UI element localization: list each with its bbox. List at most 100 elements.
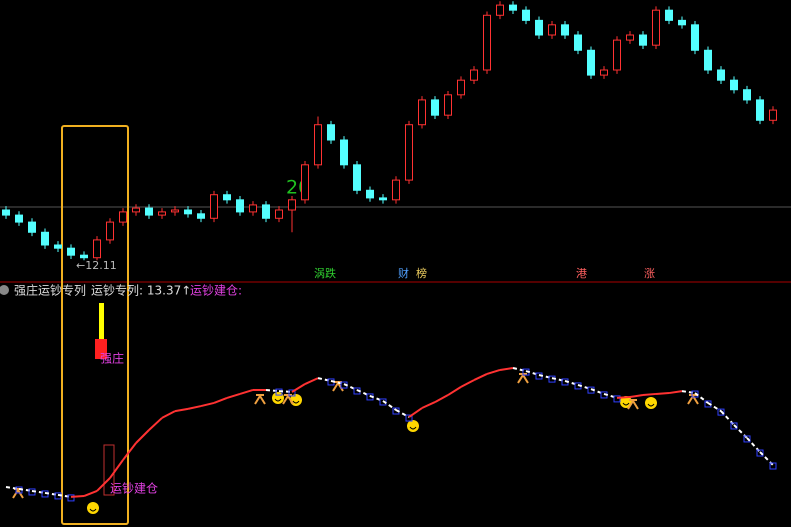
candle-body	[366, 189, 374, 199]
indicator-segment	[226, 392, 241, 399]
legend-item: 运钞专列: 13.37↑	[91, 283, 191, 298]
smiley-icon	[87, 502, 99, 514]
candle-body	[327, 124, 335, 141]
candle-body	[54, 244, 62, 249]
smiley-icon	[645, 397, 657, 409]
candle-body	[431, 99, 439, 116]
candle-body	[470, 69, 478, 81]
candle-body	[132, 207, 140, 213]
indicator-segment	[135, 429, 150, 444]
step-box	[730, 422, 738, 430]
indicator-segment	[343, 383, 358, 391]
candle-body	[535, 19, 543, 36]
candle-body	[249, 204, 257, 213]
candle-body	[314, 124, 322, 166]
candle-body	[522, 9, 530, 21]
indicator-segment	[31, 489, 46, 494]
indicator-segment	[330, 379, 345, 386]
candle-body	[288, 199, 296, 211]
smiley-icon	[407, 420, 419, 432]
candle-body	[210, 194, 218, 219]
candle-body	[587, 49, 595, 76]
indicator-segment	[434, 394, 449, 403]
annotation: 运钞建仓	[110, 481, 158, 496]
candle-body	[15, 214, 23, 223]
candle-body	[80, 254, 88, 259]
step-box	[613, 395, 621, 403]
step-box	[769, 462, 777, 470]
indicator-segment	[148, 417, 163, 431]
candle-body	[2, 209, 10, 216]
indicator-segment	[460, 379, 475, 388]
indicator-segment	[421, 401, 436, 409]
indicator-segment	[551, 377, 566, 382]
candle-body	[756, 99, 764, 121]
indicator-segment	[122, 442, 137, 461]
candle-body	[405, 124, 413, 181]
step-box	[405, 414, 413, 422]
indicator-segment	[161, 410, 176, 419]
indicator-segment	[564, 380, 579, 386]
candle-body	[223, 194, 231, 201]
indicator-segment	[642, 392, 657, 397]
step-box	[717, 408, 725, 416]
indicator-segment	[356, 389, 371, 397]
candle-body	[496, 4, 504, 16]
candle-body	[483, 14, 491, 71]
smiley-face	[89, 508, 97, 512]
candle-body	[340, 139, 348, 166]
indicator-segment	[187, 405, 202, 410]
indicator-segment	[44, 491, 59, 496]
indicator-segment	[447, 386, 462, 396]
indicator-segment	[655, 392, 670, 395]
indicator-segment	[304, 377, 319, 385]
candle-body	[730, 79, 738, 91]
runner-icon	[282, 394, 294, 405]
candle-body	[106, 221, 114, 241]
candle-body	[301, 164, 309, 201]
indicator-segment	[70, 495, 85, 498]
indicator-segment	[5, 486, 20, 490]
event-tag: 榜	[416, 266, 427, 280]
candle-body	[652, 9, 660, 46]
smiley-face	[292, 400, 300, 404]
event-tag: 涡跌	[314, 266, 336, 280]
indicator-segment	[525, 370, 540, 376]
indicator-segment	[239, 389, 254, 395]
candle-body	[600, 69, 608, 76]
indicator-segment	[174, 407, 189, 413]
candle-body	[275, 209, 283, 219]
indicator-segment	[317, 377, 332, 382]
indicator-segment	[369, 394, 384, 402]
indicator-segment	[395, 409, 410, 418]
step-box	[756, 449, 764, 457]
candle-body	[236, 199, 244, 213]
smiley-face	[647, 403, 655, 407]
candle-body	[197, 213, 205, 219]
runner-icon	[254, 394, 266, 405]
indicator-segment	[382, 400, 397, 411]
candle-body	[119, 211, 127, 223]
indicator-segment	[681, 390, 696, 395]
candle-body	[769, 109, 777, 121]
candle-body	[145, 207, 153, 216]
candle-body	[678, 19, 686, 26]
candle-body	[262, 204, 270, 219]
indicator-segment	[603, 392, 618, 399]
indicator-segment	[590, 388, 605, 395]
candle-body	[158, 211, 166, 216]
candle-body	[613, 39, 621, 71]
annotation: 强庄	[100, 351, 124, 366]
candle-body	[418, 99, 426, 126]
indicator-segment	[694, 392, 709, 404]
candle-body	[548, 24, 556, 36]
candle-body	[93, 239, 101, 259]
indicator-segment	[265, 388, 280, 393]
collapse-icon[interactable]	[0, 285, 9, 295]
step-box	[691, 390, 699, 398]
indicator-segment	[291, 383, 306, 393]
indicator-segment	[57, 493, 72, 498]
candle-body	[509, 4, 517, 11]
candle-body	[171, 209, 179, 213]
